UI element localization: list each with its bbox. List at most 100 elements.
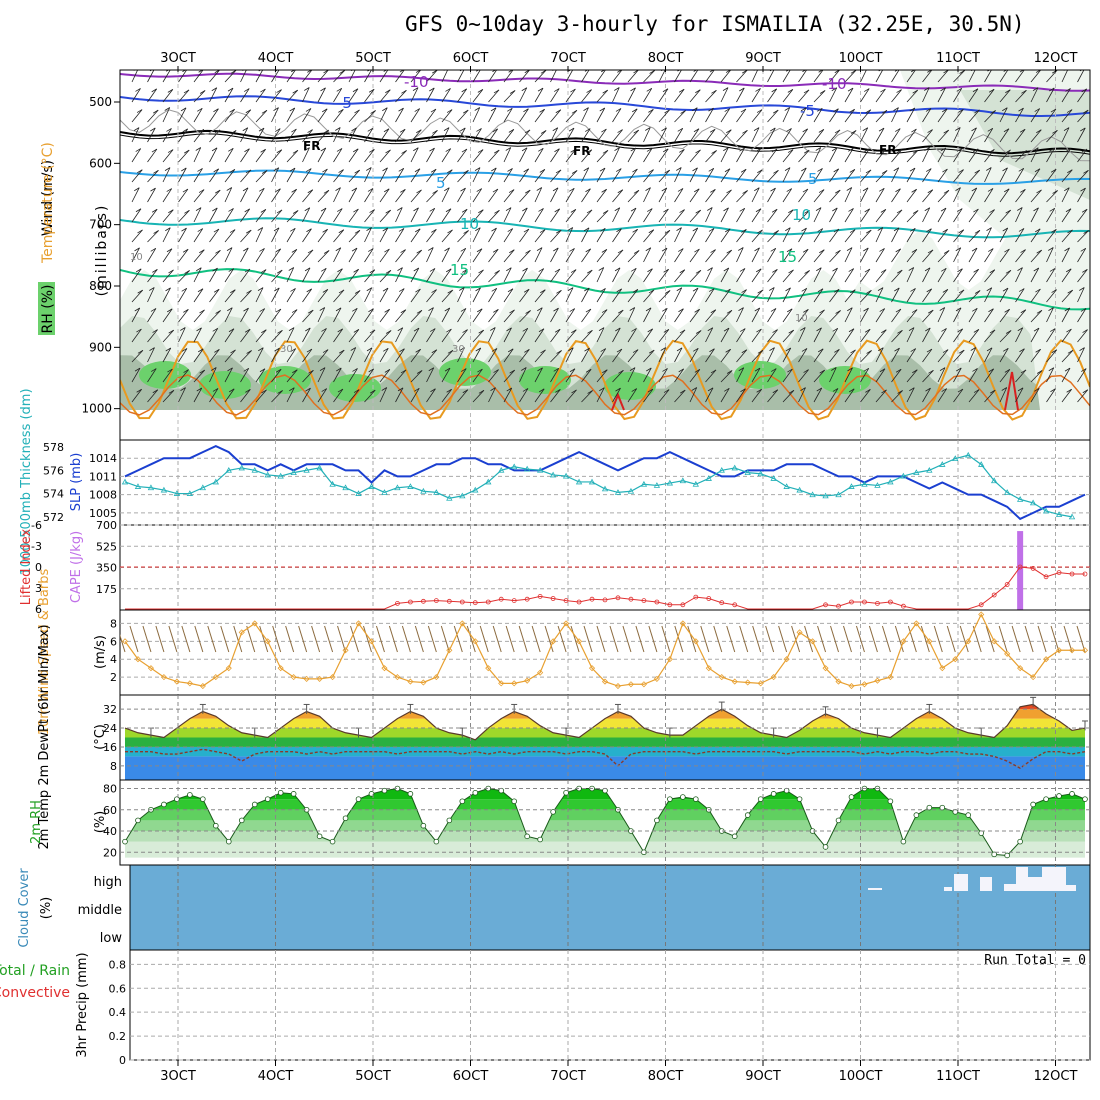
wind-barb-flag	[306, 228, 312, 233]
wind-barb	[953, 289, 965, 303]
wind-barb	[457, 269, 468, 283]
wind-barb-flag	[477, 149, 484, 153]
wind-barb-flag	[384, 369, 391, 373]
date-label-bottom: 4OCT	[258, 1069, 294, 1084]
wind-barb	[999, 270, 1012, 283]
wind-barb-flag	[307, 70, 313, 73]
wind-barb-flag	[230, 349, 236, 354]
wind-barb-flag	[166, 188, 172, 192]
wind-speed-point	[835, 678, 842, 685]
wind-barb	[767, 308, 777, 323]
wind-barb	[782, 347, 792, 363]
high-cloud-block	[868, 888, 882, 890]
wind-barb-flag	[152, 269, 158, 273]
thickness-point	[978, 461, 985, 467]
wind-barb	[612, 207, 621, 223]
wind-barb-flag	[490, 327, 496, 331]
wind-barb-flag	[571, 109, 578, 114]
wind-barb-flag	[647, 268, 653, 273]
wind-barb-flag	[815, 147, 821, 151]
wind-barb-flag	[943, 129, 949, 134]
wind-barb-flag	[383, 188, 390, 193]
wind-barb-flag	[567, 287, 574, 291]
wind-barb-flag	[336, 148, 343, 152]
wind-barb-flag	[475, 227, 481, 232]
wind-barb-flag	[770, 127, 776, 132]
temp-band	[125, 746, 1085, 757]
wind-barb-flag	[462, 269, 468, 273]
wind-barb	[503, 189, 515, 203]
lifted-index-point	[823, 602, 828, 608]
wind-barb	[658, 268, 669, 283]
wind-barb-flag	[1067, 229, 1073, 234]
wind-barb-flag	[924, 147, 930, 151]
wind-barb-flag	[942, 168, 948, 173]
wind-barb-flag	[1017, 387, 1024, 392]
wind-barb-flag	[925, 108, 932, 112]
rh-band-upper-mid	[960, 90, 1090, 200]
wind-barb	[674, 347, 683, 363]
wind-barb	[457, 127, 466, 143]
lifted-index-point	[900, 603, 906, 609]
wind-barb	[503, 309, 515, 323]
wind-barb	[178, 188, 189, 203]
pressure-tick-label: 700	[89, 218, 112, 232]
rh-point	[1004, 852, 1010, 859]
wind-barb	[596, 128, 607, 143]
wind-barb-flag	[492, 128, 498, 133]
wind-barb	[782, 209, 794, 223]
wind-barb-flag	[926, 348, 933, 353]
wind-barb-flag	[413, 147, 419, 152]
wind-speed-point	[887, 674, 894, 681]
wind-barb	[348, 368, 358, 383]
wind-barb-flag	[478, 389, 485, 394]
wind-barb-flag	[864, 268, 871, 273]
wind-barb	[875, 209, 887, 223]
rh-point	[329, 838, 336, 845]
wind-barb	[922, 348, 933, 363]
wind-barb	[395, 228, 405, 243]
wind-barb	[813, 129, 825, 143]
wind-barb-flag	[212, 207, 218, 212]
wind-barb-flag	[1083, 230, 1089, 234]
wind-barb	[1030, 108, 1041, 123]
lifted-index-point	[1056, 570, 1062, 575]
freezing-label: FR	[303, 139, 320, 153]
wind-barb	[565, 170, 578, 183]
wind-barb-flag	[261, 329, 267, 334]
wind-barb	[581, 209, 593, 223]
wind-barb-flag	[459, 287, 465, 291]
wind-barb-flag	[680, 389, 686, 394]
wind-barb	[271, 347, 280, 363]
wind-barb-flag	[602, 369, 608, 374]
wind-barb	[209, 328, 219, 343]
wind-barb-flag	[323, 189, 330, 194]
wind-barb	[472, 209, 484, 223]
wind-barb	[240, 127, 249, 143]
temp-band	[125, 718, 1085, 729]
wind-barb	[271, 128, 281, 143]
wind-barb-flag	[958, 109, 964, 113]
wind-barb	[255, 248, 265, 263]
wind-barb-flag	[476, 70, 480, 72]
wind-barb-flag	[631, 388, 637, 392]
rh-point	[913, 812, 920, 818]
rh-point	[277, 789, 284, 796]
wind-barb-flag	[1082, 269, 1088, 273]
wind-barb-flag	[989, 209, 995, 213]
wind-barb	[534, 70, 547, 83]
wind-barb-flag	[523, 108, 529, 113]
wind-barb-flag	[940, 207, 947, 212]
wind-barb-flag	[942, 289, 949, 293]
wind-barb	[968, 247, 978, 263]
wind-barb	[565, 329, 577, 343]
wind-barb-flag	[429, 207, 435, 212]
wind-barb	[426, 229, 437, 243]
wind-barb	[348, 290, 361, 303]
wind-barb	[813, 108, 823, 123]
wind-barb-flag	[183, 309, 189, 313]
wind-barb-flag	[895, 248, 901, 253]
wind-barb-flag	[1051, 229, 1057, 233]
wind-barb	[736, 70, 748, 83]
wind-barb-flag	[614, 267, 621, 272]
